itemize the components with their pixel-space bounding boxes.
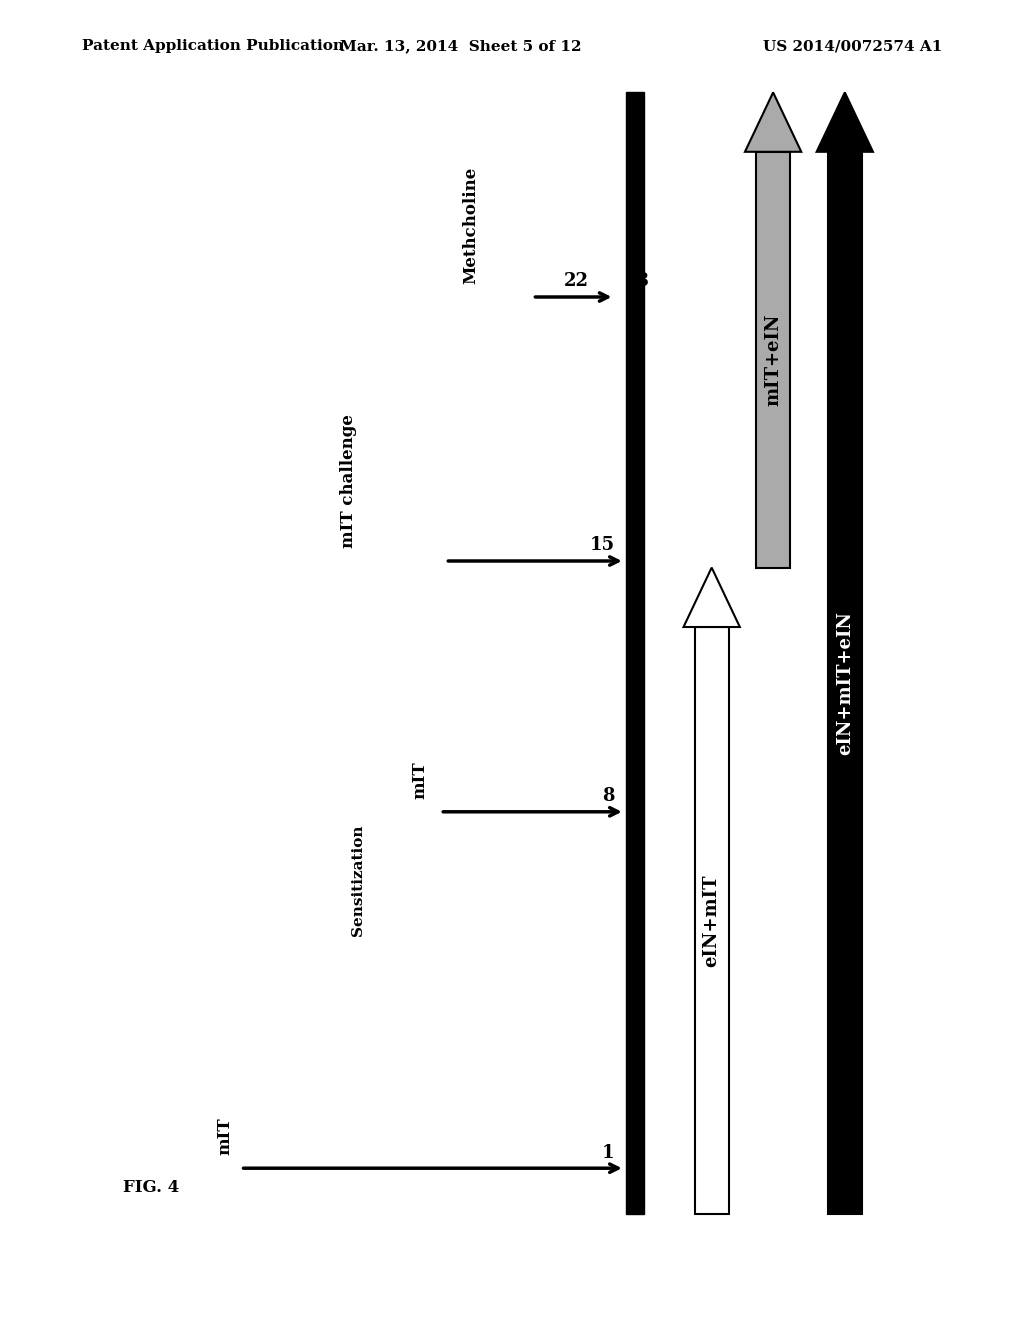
FancyBboxPatch shape bbox=[694, 627, 729, 1214]
Text: eIN+mIT+eIN: eIN+mIT+eIN bbox=[836, 611, 854, 755]
Text: mIT: mIT bbox=[412, 760, 428, 799]
FancyBboxPatch shape bbox=[756, 152, 791, 568]
Polygon shape bbox=[684, 568, 739, 627]
FancyBboxPatch shape bbox=[626, 92, 644, 1214]
Text: FIG. 4: FIG. 4 bbox=[123, 1180, 179, 1196]
Text: mIT: mIT bbox=[217, 1117, 233, 1155]
Text: Sensitization: Sensitization bbox=[351, 825, 366, 936]
Polygon shape bbox=[745, 92, 801, 152]
Polygon shape bbox=[817, 92, 872, 152]
Text: Mar. 13, 2014  Sheet 5 of 12: Mar. 13, 2014 Sheet 5 of 12 bbox=[340, 40, 582, 53]
Text: mIT challenge: mIT challenge bbox=[340, 414, 356, 548]
Text: eIN+mIT: eIN+mIT bbox=[702, 874, 721, 968]
Text: US 2014/0072574 A1: US 2014/0072574 A1 bbox=[763, 40, 942, 53]
Text: 22: 22 bbox=[564, 272, 589, 290]
Text: Patent Application Publication: Patent Application Publication bbox=[82, 40, 344, 53]
FancyBboxPatch shape bbox=[827, 152, 862, 1214]
Text: Methcholine: Methcholine bbox=[463, 166, 479, 284]
Text: 1: 1 bbox=[602, 1143, 614, 1162]
Text: mIT+eIN: mIT+eIN bbox=[764, 313, 782, 407]
Text: 15: 15 bbox=[589, 536, 614, 554]
Text: 8: 8 bbox=[602, 787, 614, 805]
Text: 23: 23 bbox=[625, 272, 649, 290]
